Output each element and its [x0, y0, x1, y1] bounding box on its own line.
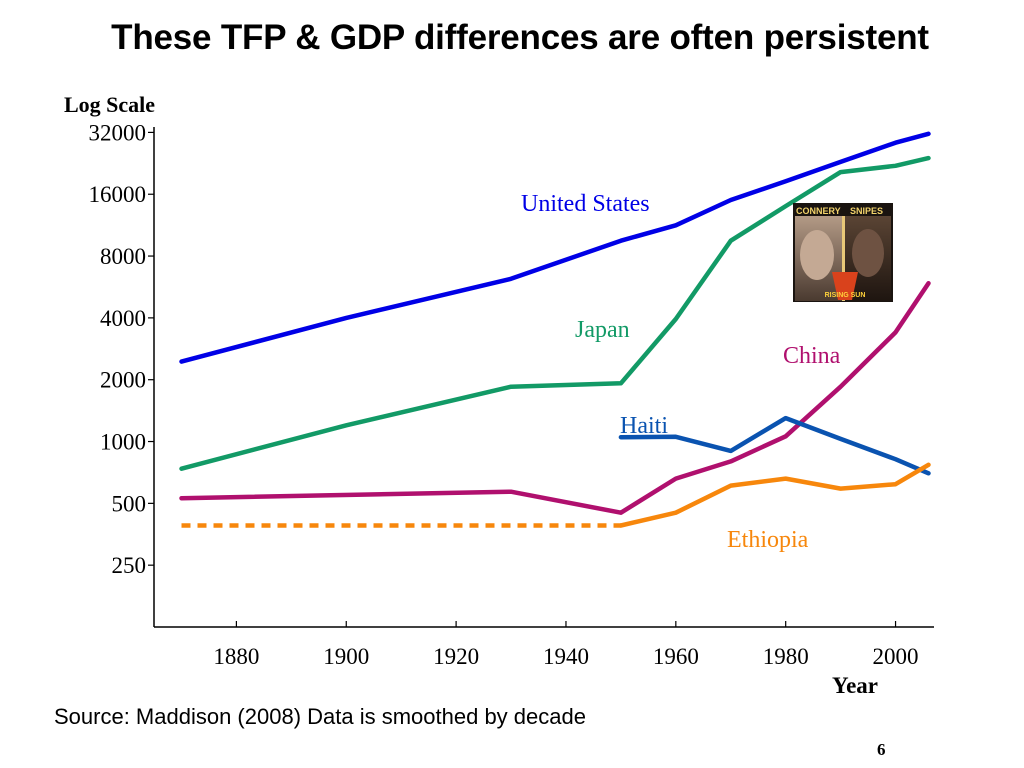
series-line-ethiopia	[618, 462, 931, 528]
label-china: China	[783, 343, 841, 369]
y-tick-label: 16000	[89, 182, 147, 207]
x-tick-label: 1980	[763, 644, 809, 669]
label-ethiopia: Ethiopia	[727, 527, 809, 553]
series-line-united-states	[179, 131, 931, 364]
x-axis-title: Year	[832, 673, 878, 698]
source-note: Source: Maddison (2008) Data is smoothed…	[54, 704, 586, 729]
poster-caption-left: CONNERY	[796, 206, 841, 216]
label-united-states: United States	[521, 191, 650, 217]
y-tick-label: 4000	[100, 306, 146, 331]
y-tick-label: 32000	[89, 120, 147, 145]
y-tick-label: 250	[112, 553, 147, 578]
y-tick-label: 8000	[100, 244, 146, 269]
y-axis-title: Log Scale	[64, 92, 155, 117]
y-tick-label: 500	[112, 491, 147, 516]
series-line-china	[179, 280, 931, 515]
y-tick-label: 1000	[100, 430, 146, 455]
series-line-haiti	[618, 415, 931, 476]
x-tick-label: 1920	[433, 644, 479, 669]
x-tick-label: 1880	[213, 644, 259, 669]
poster-caption-right: SNIPES	[850, 206, 883, 216]
series-line-japan	[179, 155, 931, 471]
x-tick-label: 1960	[653, 644, 699, 669]
x-tick-label: 1900	[323, 644, 369, 669]
label-haiti: Haiti	[620, 413, 668, 439]
x-tick-label: 2000	[873, 644, 919, 669]
page-number: 6	[877, 740, 886, 759]
poster-caption-bottom: RISING SUN	[825, 292, 866, 299]
x-tick-label: 1940	[543, 644, 589, 669]
slide-title: These TFP & GDP differences are often pe…	[111, 18, 929, 57]
label-japan: Japan	[575, 317, 630, 343]
rising-sun-poster-image: CONNERY SNIPES RISING SUN	[793, 203, 893, 302]
y-tick-label: 2000	[100, 368, 146, 393]
